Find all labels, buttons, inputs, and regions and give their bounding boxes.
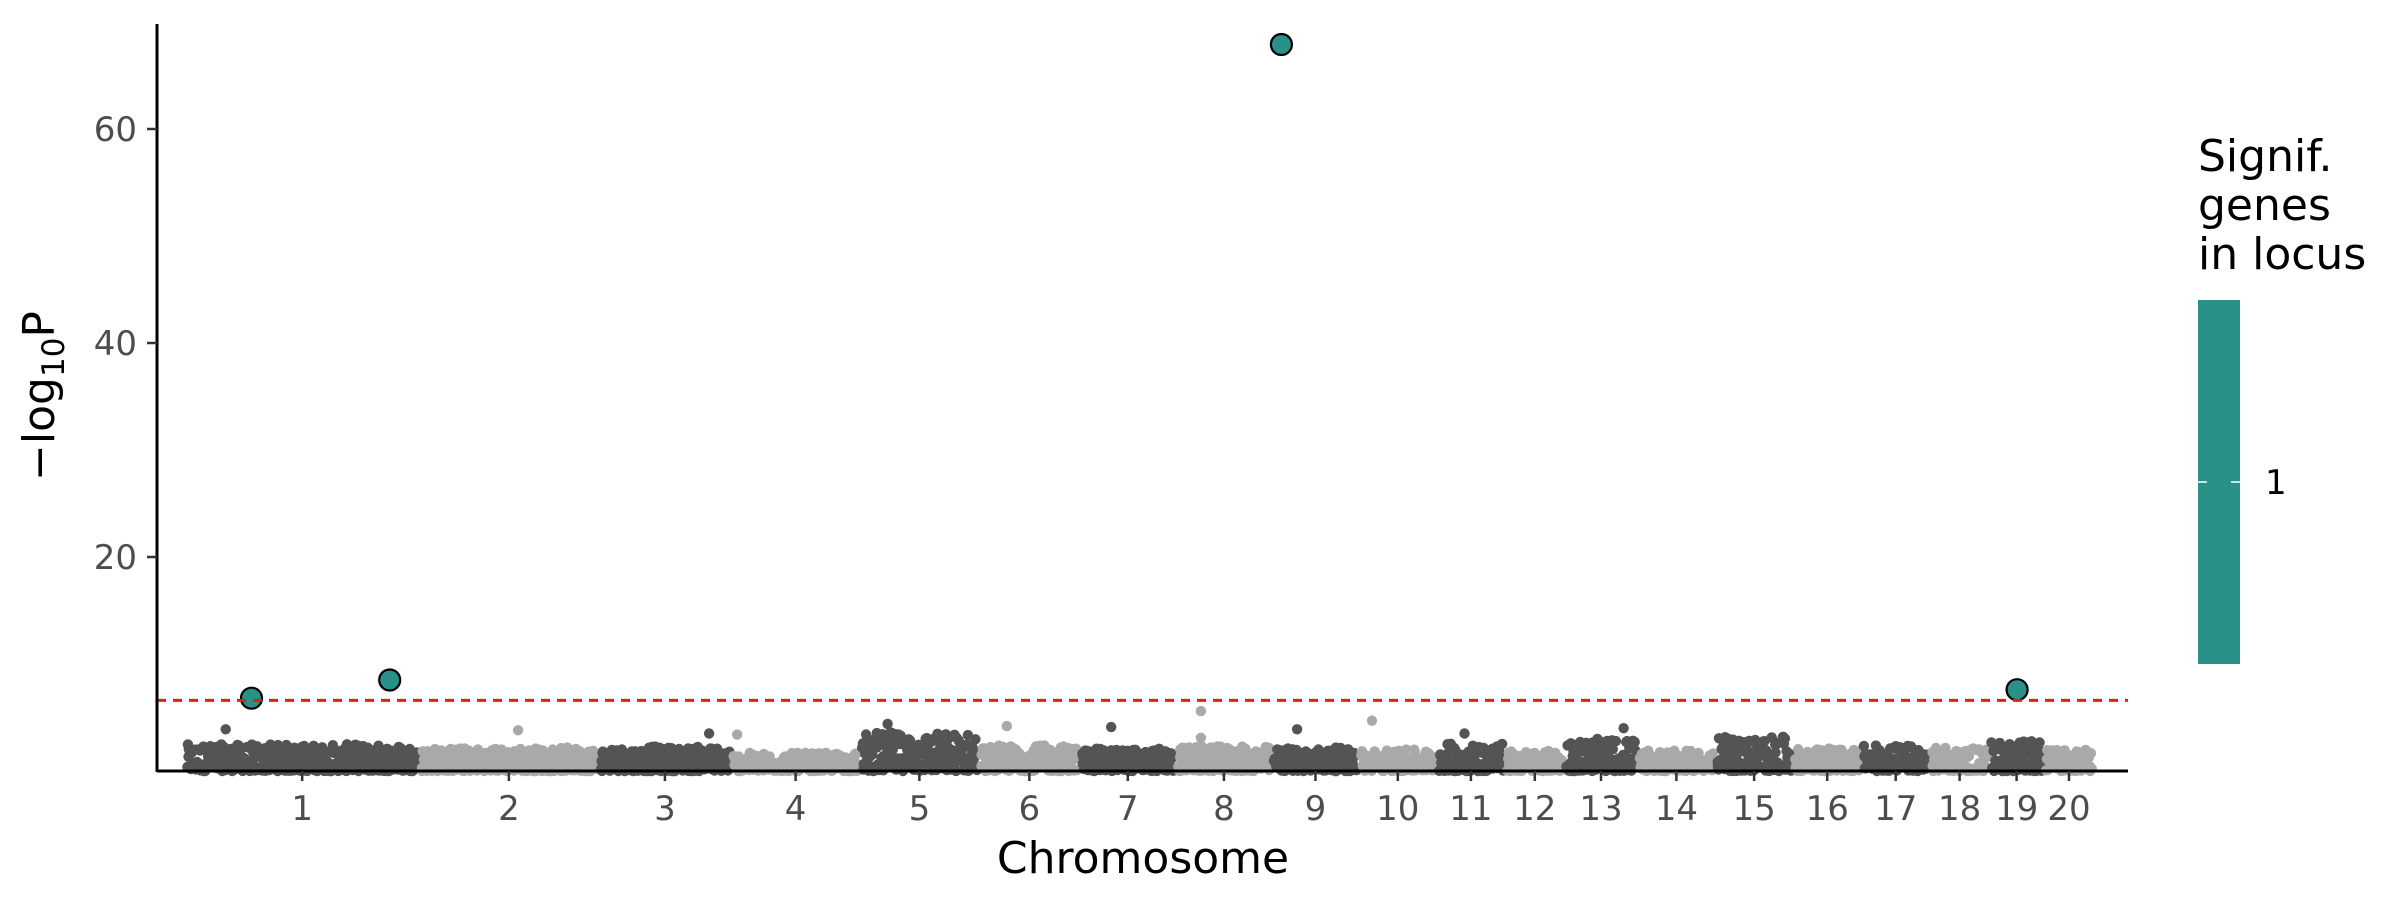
x-tick-label-chr15: 15: [1732, 789, 1775, 829]
snp-point: [1195, 732, 1207, 743]
snp-point: [1618, 723, 1629, 734]
x-tick-label-chr14: 14: [1655, 789, 1698, 829]
legend-label: 1: [2265, 463, 2287, 503]
significant-hits: [239, 32, 2029, 710]
x-tick-label-chr11: 11: [1449, 789, 1492, 829]
snp-point: [1779, 733, 1791, 744]
chromosome-4-points: [728, 747, 863, 777]
snp-point: [703, 728, 715, 739]
snp-point: [731, 729, 743, 740]
x-tick-label-chr18: 18: [1938, 789, 1981, 829]
snp-point: [2085, 748, 2097, 759]
snp-point: [373, 740, 384, 751]
snp-point: [1291, 724, 1303, 735]
snp-point: [1629, 736, 1640, 748]
snp-point: [512, 725, 524, 736]
snp-point: [1610, 735, 1622, 747]
snp-point: [1366, 715, 1378, 726]
x-tick-label-chr2: 2: [498, 789, 520, 829]
snp-point: [1001, 720, 1012, 732]
legend-title: Signif. genes in locus: [2198, 131, 2366, 280]
snp-point: [1106, 721, 1117, 733]
chromosome-12-points: [1502, 745, 1568, 777]
chromosome-16-points: [1790, 743, 1865, 777]
snp-point: [2034, 737, 2045, 748]
chromosome-20-points: [2041, 744, 2097, 777]
snp-point: [1707, 748, 1719, 759]
x-tick-label-chr8: 8: [1213, 789, 1235, 829]
y-axis-ticks: 20 40 60: [94, 110, 157, 578]
snp-point: [1565, 738, 1577, 749]
legend-title-line: genes: [2198, 180, 2331, 231]
snp-point: [882, 718, 893, 730]
significant-hit-chr9: [1269, 32, 1294, 57]
legend: Signif. genes in locus 1: [2198, 131, 2366, 664]
x-tick-label-chr6: 6: [1019, 789, 1041, 829]
snp-point: [1167, 752, 1178, 763]
snp-point: [1195, 705, 1207, 717]
snp-point: [1607, 744, 1619, 755]
legend-title-line: in locus: [2198, 229, 2366, 280]
snp-point: [341, 739, 353, 750]
y-tick-label: 60: [94, 110, 137, 150]
snp-point: [220, 724, 231, 735]
y-axis-title: −log10P: [14, 311, 72, 481]
x-tick-label-chr7: 7: [1117, 789, 1139, 829]
y-axis-title-var: P: [14, 311, 65, 338]
chromosome-6-points: [976, 740, 1083, 777]
x-tick-label-chr20: 20: [2047, 789, 2090, 829]
x-tick-label-chr5: 5: [909, 789, 931, 829]
snp-point: [1981, 751, 1993, 763]
x-tick-label-chr9: 9: [1305, 789, 1327, 829]
y-tick-label: 20: [94, 538, 137, 578]
chromosome-18-points: [1927, 742, 1993, 777]
y-tick-label: 40: [94, 324, 137, 364]
x-tick-label-chr12: 12: [1513, 789, 1556, 829]
significant-hit-chr1: [378, 668, 402, 692]
snp-point: [1459, 728, 1470, 739]
x-tick-label-chr1: 1: [291, 789, 313, 829]
chromosome-3-points: [595, 741, 735, 777]
y-axis-title-subscript: 10: [36, 338, 72, 377]
snp-point: [1858, 740, 1870, 752]
snp-point: [970, 734, 981, 745]
snp-point: [969, 749, 980, 761]
x-tick-label-chr17: 17: [1874, 789, 1917, 829]
x-tick-label-chr4: 4: [785, 789, 807, 829]
chromosome-5-points: [857, 727, 983, 777]
snp-point: [1401, 744, 1412, 755]
x-tick-label-chr16: 16: [1806, 789, 1849, 829]
x-tick-label-chr19: 19: [1995, 789, 2038, 829]
significant-hit-chr1: [239, 686, 264, 710]
x-tick-label-chr10: 10: [1376, 789, 1419, 829]
x-axis-ticks: 1 2 3 4 5 6 7 8 9 10 11 12 13 14 15 16 17 18 19 20: [291, 771, 2091, 829]
snp-point: [1496, 738, 1508, 750]
legend-title-line: Signif.: [2198, 131, 2332, 182]
x-tick-label-chr3: 3: [654, 789, 676, 829]
x-axis-title: Chromosome: [997, 833, 1289, 884]
significant-hit-chr19: [2005, 678, 2029, 702]
snp-point: [1770, 747, 1781, 758]
snp-points: [182, 705, 2097, 777]
x-tick-label-chr13: 13: [1579, 789, 1622, 829]
y-axis-title-main: −log: [14, 377, 65, 481]
